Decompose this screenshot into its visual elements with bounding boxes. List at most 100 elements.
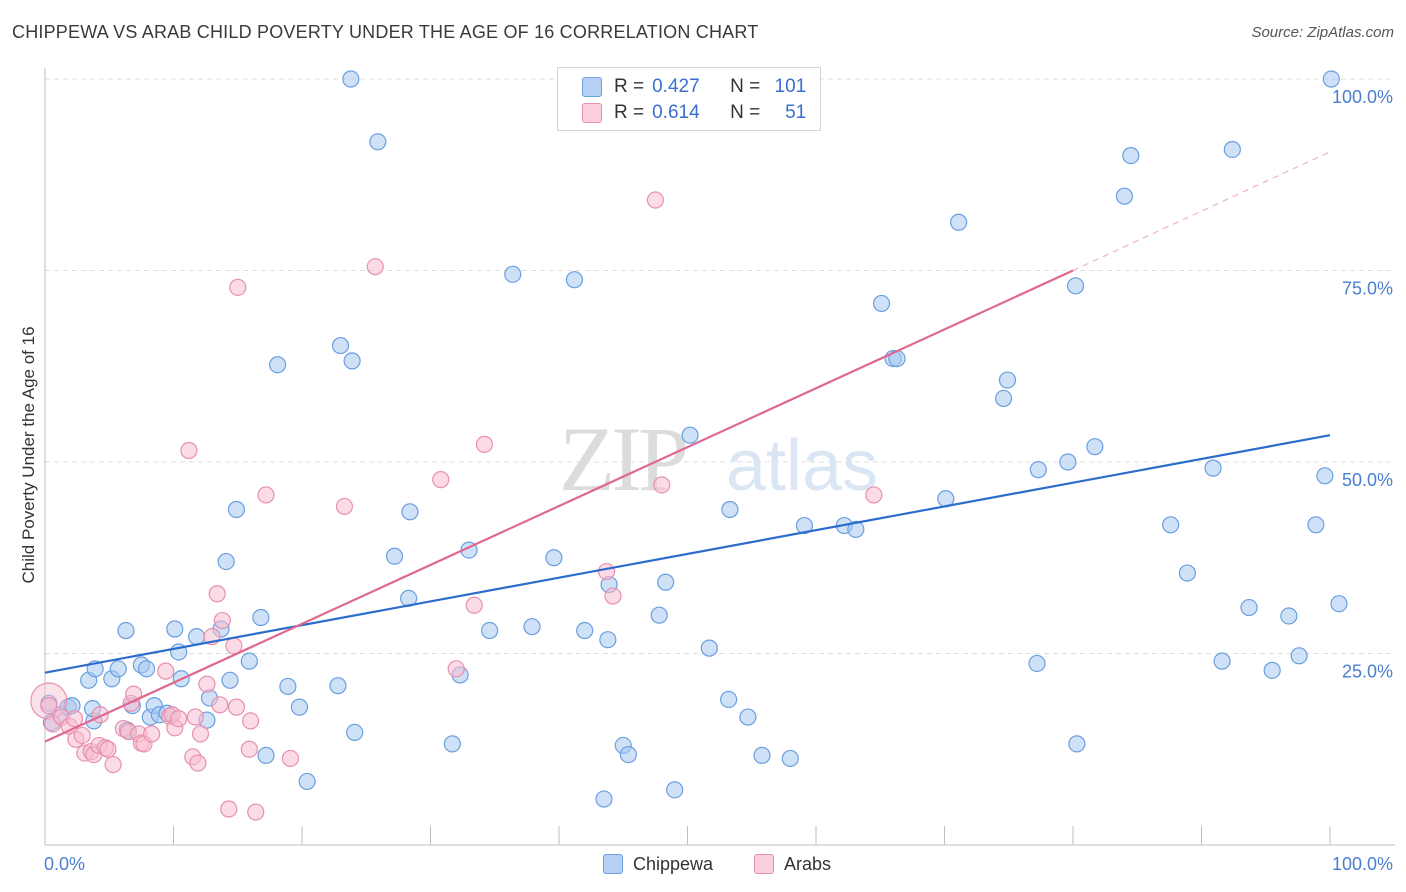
chippewa-point-66: [721, 500, 739, 519]
r-value: 0.427: [652, 76, 700, 97]
arabs-point-22: [143, 725, 161, 743]
chippewa-point-89: [1178, 564, 1196, 582]
chippewa-point-46: [443, 735, 461, 753]
source-label: Source: ZipAtlas.com: [1251, 24, 1394, 41]
arabs-trend-line: [44, 269, 1074, 743]
chippewa-point-30: [240, 652, 258, 670]
arabs-point-55: [646, 191, 664, 209]
chippewa-point-51: [523, 618, 541, 636]
chippewa-point-59: [619, 746, 637, 764]
chippewa-point-27: [217, 552, 235, 571]
arabs-point-46: [281, 749, 300, 768]
arabs-point-30: [186, 708, 204, 726]
chippewa-point-83: [1066, 277, 1085, 295]
chippewa-point-77: [950, 213, 968, 231]
arabs-point-52: [475, 435, 494, 453]
chippewa-point-20: [166, 620, 184, 638]
bottom-legend-chippewa: Chippewa: [603, 852, 713, 876]
arabs-trend-extension: [1072, 151, 1331, 272]
chippewa-point-32: [257, 746, 275, 764]
chippewa-point-90: [1204, 459, 1222, 477]
chippewa-point-37: [329, 677, 347, 695]
y-tick-label: 75.0%: [1342, 279, 1393, 299]
n-label: N =: [730, 102, 761, 123]
chippewa-point-55: [595, 790, 613, 808]
chippewa-point-56: [599, 631, 617, 649]
chippewa-point-99: [1330, 595, 1348, 613]
chippewa-point-63: [681, 426, 699, 444]
watermark-atlas: atlas: [726, 426, 878, 506]
chippewa-point-87: [1122, 147, 1140, 165]
chippewa-point-93: [1240, 598, 1258, 617]
legend-row-chippewa: R = 0.427 N = 101: [582, 75, 806, 99]
chippewa-point-88: [1162, 516, 1180, 534]
chippewa-point-72: [847, 520, 865, 539]
chippewa-point-96: [1290, 647, 1308, 665]
chippewa-point-10: [109, 660, 127, 678]
bottom-legend-arabs: Arabs: [754, 852, 831, 876]
chippewa-point-86: [1115, 187, 1134, 205]
chippewa-swatch: [582, 77, 602, 97]
arabs-swatch: [582, 103, 602, 123]
chippewa-point-49: [481, 621, 499, 640]
chippewa-point-84: [1068, 735, 1086, 753]
y-tick-label: 50.0%: [1342, 470, 1393, 490]
legend-row-arabs: R = 0.614 N = 51: [582, 101, 806, 125]
chippewa-point-52: [545, 549, 563, 567]
chippewa-point-53: [565, 271, 584, 289]
chippewa-point-95: [1280, 607, 1298, 625]
chippewa-point-35: [290, 698, 309, 716]
arabs-point-33: [198, 675, 216, 693]
arabs-point-50: [447, 660, 465, 678]
r-value: 0.614: [652, 102, 700, 123]
arabs-point-57: [865, 486, 883, 504]
chippewa-point-61: [657, 573, 675, 591]
arabs-point-35: [208, 585, 226, 603]
r-label: R =: [614, 102, 645, 123]
chippewa-point-45: [401, 503, 419, 521]
chart-title: CHIPPEWA VS ARAB CHILD POVERTY UNDER THE…: [12, 22, 759, 42]
chippewa-point-62: [666, 781, 684, 799]
y-axis-title: Child Poverty Under the Age of 16: [19, 326, 38, 583]
y-tick-label: 100.0%: [1332, 87, 1393, 107]
arabs-point-56: [653, 476, 671, 494]
chippewa-label: Chippewa: [633, 853, 714, 874]
chippewa-point-82: [1059, 453, 1077, 471]
chippewa-point-78: [995, 389, 1013, 408]
tick-labels: 25.0% 50.0% 75.0% 100.0% 0.0% 100.0%: [44, 87, 1393, 874]
chippewa-point-91: [1213, 652, 1231, 670]
arabs-point-41: [229, 278, 247, 296]
arabs-points: [30, 191, 883, 821]
arabs-point-48: [366, 258, 384, 276]
chippewa-point-42: [369, 133, 387, 151]
chippewa-point-70: [795, 516, 814, 535]
chippewa-point-43: [385, 547, 404, 565]
chippewa-point-50: [504, 265, 522, 283]
arabs-point-23: [157, 662, 175, 680]
n-value: 101: [774, 76, 807, 97]
arabs-point-38: [220, 800, 238, 818]
chippewa-point-67: [739, 708, 757, 726]
chippewa-point-80: [1028, 654, 1046, 673]
chippewa-point-15: [137, 660, 156, 678]
chippewa-trend-line: [44, 434, 1331, 674]
stats-legend: R = 0.427 N = 101 R = 0.614 N = 51: [557, 67, 821, 131]
arabs-swatch: [754, 854, 774, 874]
chippewa-swatch: [603, 854, 623, 874]
chippewa-point-100: [1322, 70, 1340, 88]
chippewa-point-23: [188, 628, 206, 646]
arabs-point-54: [604, 587, 622, 605]
chippewa-point-69: [781, 749, 799, 768]
chippewa-point-79: [998, 371, 1017, 389]
arabs-point-42: [240, 740, 258, 758]
chippewa-point-81: [1029, 461, 1047, 479]
chippewa-point-98: [1316, 467, 1334, 485]
arabs-point-45: [257, 486, 275, 504]
arabs-point-13: [99, 740, 117, 758]
arabs-point-53: [597, 562, 616, 581]
chippewa-point-29: [227, 500, 246, 519]
chippewa-point-38: [331, 336, 350, 355]
x-tick-label-start: 0.0%: [44, 854, 85, 874]
arabs-point-31: [189, 754, 207, 772]
chippewa-point-39: [343, 352, 361, 370]
